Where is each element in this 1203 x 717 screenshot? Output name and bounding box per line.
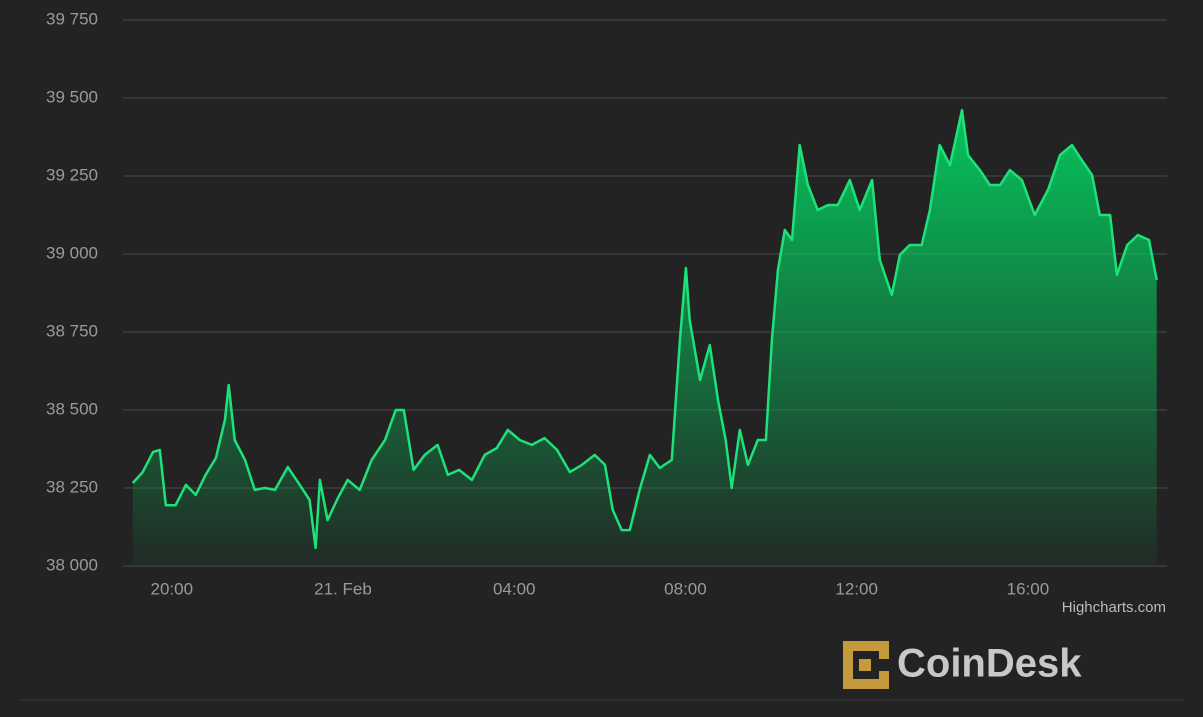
logo-bar (879, 641, 889, 659)
logo-bar (843, 679, 889, 689)
x-tick-label: 20:00 (151, 579, 194, 598)
y-tick-label: 38 000 (46, 555, 98, 574)
logo-dot (859, 659, 871, 671)
logo-bar (843, 641, 853, 689)
y-tick-label: 38 750 (46, 321, 98, 340)
x-tick-label: 08:00 (664, 579, 707, 598)
y-tick-label: 39 250 (46, 165, 98, 184)
logo-bar (879, 671, 889, 689)
x-tick-label: 16:00 (1007, 579, 1050, 598)
logo-bar (843, 641, 889, 651)
y-tick-label: 39 750 (46, 9, 98, 28)
logo-text: CoinDesk (897, 642, 1082, 686)
x-tick-label: 04:00 (493, 579, 536, 598)
area (132, 110, 1157, 566)
y-tick-label: 39 000 (46, 243, 98, 262)
y-tick-label: 39 500 (46, 87, 98, 106)
y-tick-label: 38 250 (46, 477, 98, 496)
credit: Highcharts.com (1062, 599, 1166, 616)
x-tick-label: 21. Feb (314, 579, 372, 598)
y-tick-label: 38 500 (46, 399, 98, 418)
line (131, 108, 1158, 550)
logo-icon (843, 641, 889, 689)
x-tick-label: 12:00 (835, 579, 878, 598)
plot (131, 108, 1158, 566)
